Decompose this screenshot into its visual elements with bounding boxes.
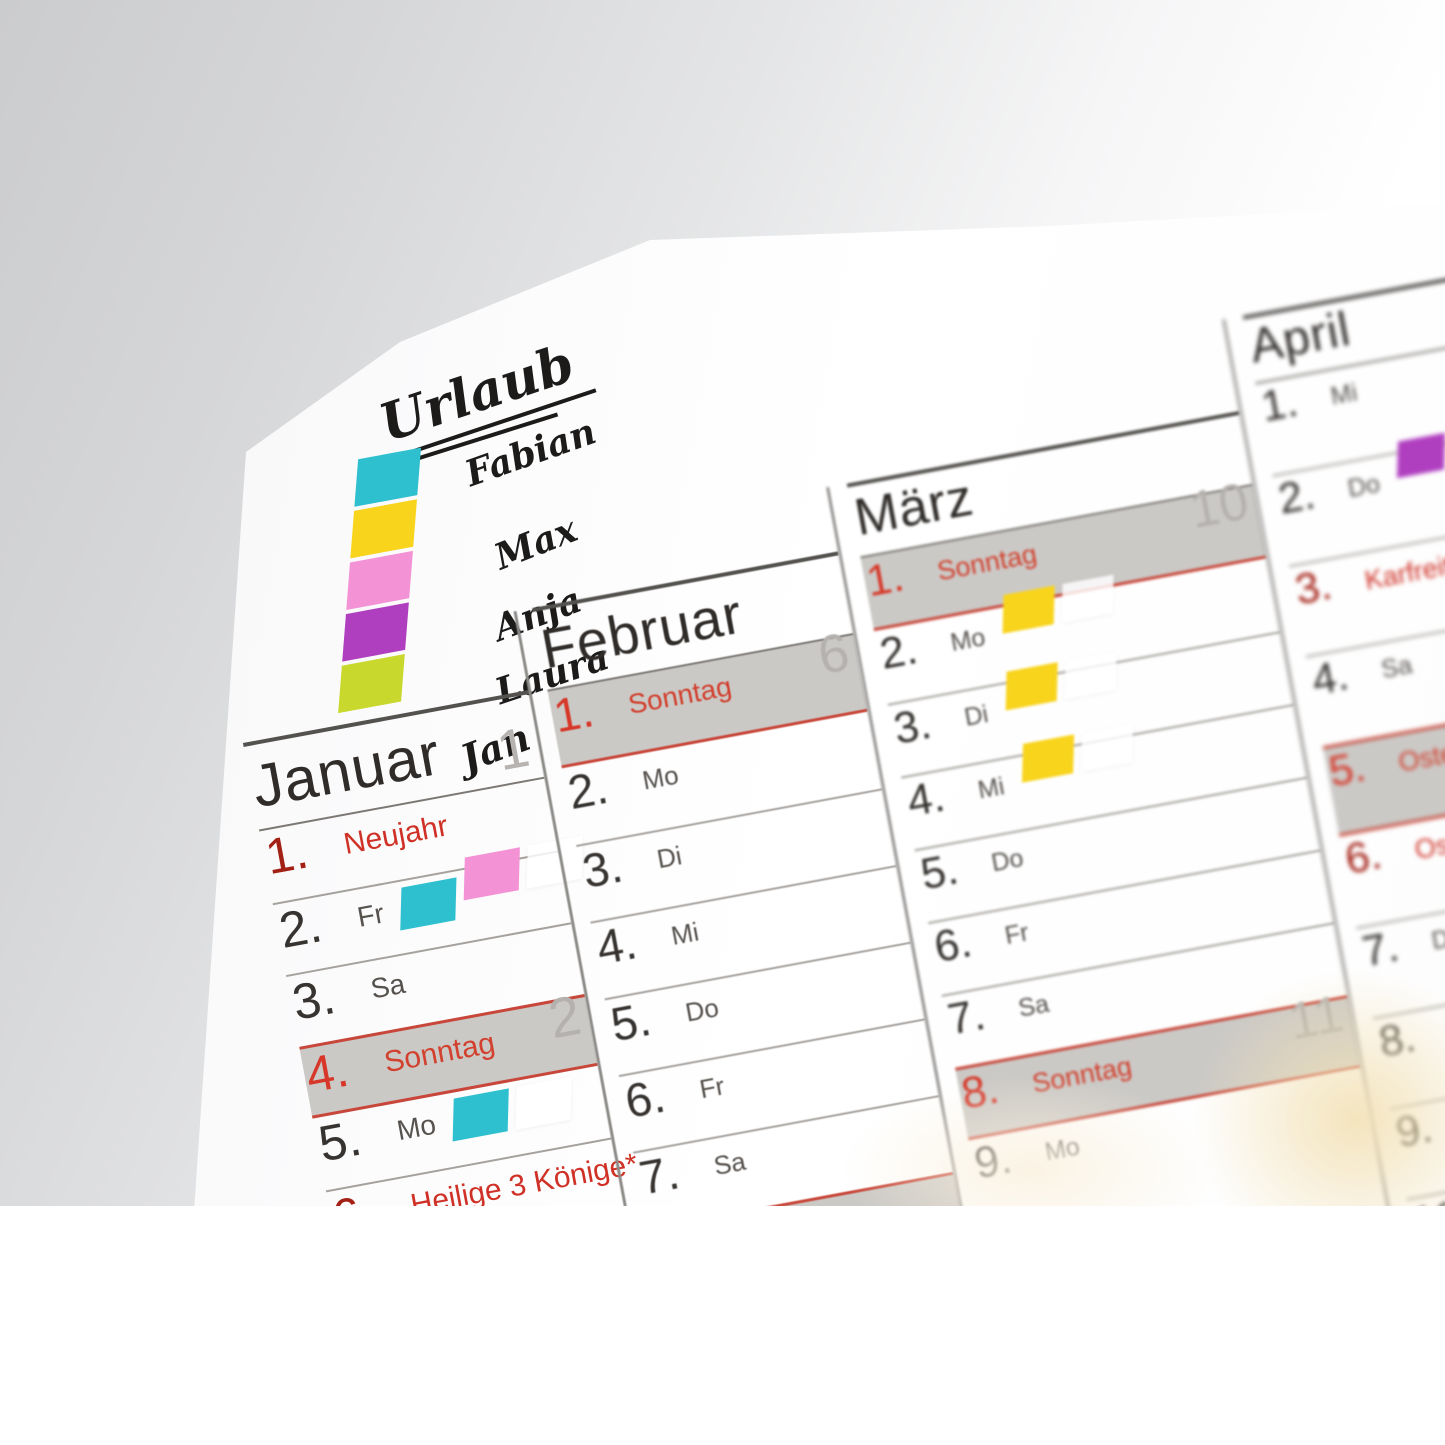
day-label: Sonntag xyxy=(625,670,734,720)
day-number: 4. xyxy=(592,915,641,975)
day-number: 7. xyxy=(1358,922,1403,977)
day-label: Mo xyxy=(394,1108,439,1147)
day-label: Sa xyxy=(1379,650,1415,685)
day-number: 2. xyxy=(876,624,922,679)
day-label: Karfreitag xyxy=(1362,544,1445,596)
day-number: 4. xyxy=(301,1040,353,1104)
day-label: Sa xyxy=(368,967,408,1005)
marker-tab-cyan xyxy=(452,1088,509,1142)
day-label: Sonntag xyxy=(381,1026,498,1080)
week-number: 10 xyxy=(1185,472,1253,540)
day-label: Fr xyxy=(354,897,387,933)
day-number: 4. xyxy=(903,771,949,827)
day-label: Sonntag xyxy=(1029,1050,1135,1099)
day-number: 6. xyxy=(1341,829,1386,884)
day-number: 6. xyxy=(930,917,976,972)
legend-name: Max xyxy=(488,508,583,579)
day-label: Mi xyxy=(1328,378,1360,411)
day-label: Di xyxy=(962,700,991,732)
marker-tab-ghost xyxy=(1061,574,1114,623)
day-label: Di xyxy=(1429,923,1445,956)
day-label: Mo xyxy=(639,759,681,796)
day-tabs xyxy=(1002,574,1114,652)
legend-tab-cyan xyxy=(354,447,422,507)
day-number: 2. xyxy=(1274,470,1319,524)
marker-tab-ghost xyxy=(515,1076,572,1130)
day-label: Di xyxy=(654,840,685,875)
month-name: März xyxy=(850,468,979,548)
day-number: 1. xyxy=(862,551,908,607)
marker-tab-pink xyxy=(464,847,521,901)
day-number: 3. xyxy=(288,968,340,1031)
day-label: Do xyxy=(989,844,1026,878)
legend-tab-yellow xyxy=(350,499,417,559)
day-label: Sonntag xyxy=(934,538,1040,587)
day-label: Fr xyxy=(1002,918,1031,951)
day-label: Do xyxy=(682,992,722,1028)
day-label: Mi xyxy=(668,916,702,951)
day-number: 1. xyxy=(261,822,313,886)
day-number: 9. xyxy=(970,1133,1016,1189)
legend-tab-stack xyxy=(338,447,422,714)
day-label: Sa xyxy=(1016,989,1052,1023)
marker-tab-purple xyxy=(1396,432,1445,479)
legend-tab-lime xyxy=(338,654,405,714)
day-number: 8. xyxy=(1375,1012,1420,1067)
day-number: 5. xyxy=(1325,742,1370,797)
legend-tab-purple xyxy=(342,602,409,662)
legend-tab-pink xyxy=(346,550,413,610)
day-number: 7. xyxy=(635,1145,684,1205)
day-number: 3. xyxy=(1291,560,1336,615)
day-number: 8. xyxy=(957,1063,1003,1119)
week-number: 11 xyxy=(1284,984,1348,1052)
day-label: Mo xyxy=(948,623,988,658)
day-label: Do xyxy=(1345,469,1383,504)
day-label: Sa xyxy=(711,1145,749,1182)
marker-tab-yellow xyxy=(1002,585,1055,634)
day-number: 5. xyxy=(916,844,962,900)
day-label: Mo xyxy=(1042,1132,1082,1167)
day-label: Fr xyxy=(697,1070,727,1105)
day-number: 5. xyxy=(606,991,655,1052)
day-number: 2. xyxy=(274,896,327,959)
week-number: 2 xyxy=(543,982,586,1051)
day-number: 5. xyxy=(314,1109,366,1173)
day-number: 2. xyxy=(563,759,612,820)
day-tabs xyxy=(1021,723,1133,801)
day-number: 1. xyxy=(1257,377,1302,432)
photo-bottom-whitespace xyxy=(0,1206,1445,1445)
marker-tab-yellow xyxy=(1021,734,1074,783)
day-number: 4. xyxy=(1308,650,1353,705)
day-number: 1. xyxy=(549,683,598,743)
marker-tab-cyan xyxy=(400,877,457,931)
day-number: 3. xyxy=(889,698,935,754)
marker-tab-ghost xyxy=(1064,651,1117,700)
marker-tab-ghost xyxy=(1080,723,1133,772)
day-tabs xyxy=(1005,651,1117,729)
day-number: 3. xyxy=(578,838,627,898)
marker-tab-yellow xyxy=(1005,662,1058,711)
day-number: 9. xyxy=(1392,1103,1437,1157)
month-name: April xyxy=(1245,302,1355,374)
header-week-number: 1 xyxy=(491,714,534,782)
day-label: Mi xyxy=(975,772,1007,805)
day-label: Neujahr xyxy=(341,809,451,862)
day-number: 6. xyxy=(620,1068,670,1128)
day-tabs xyxy=(1396,432,1445,497)
day-number: 7. xyxy=(943,989,989,1045)
